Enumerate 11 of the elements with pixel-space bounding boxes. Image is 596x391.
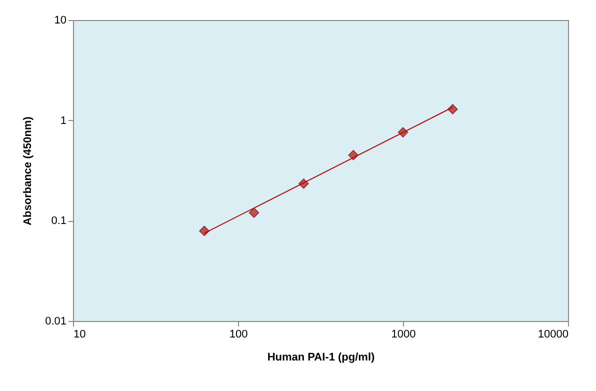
x-tick-label: 100	[229, 328, 248, 340]
x-axis-title: Human PAI-1 (pg/ml)	[267, 352, 376, 364]
x-tick-label: 1000	[391, 328, 416, 340]
y-axis-title: Absorbance (450nm)	[22, 116, 34, 226]
point	[248, 208, 260, 218]
y-tick-label: 10	[54, 14, 66, 26]
y-tick-label: 0.1	[51, 215, 66, 228]
y-tick-label: 1	[60, 114, 66, 127]
y-tick-label: 0.01	[45, 316, 66, 328]
x-tick-label: 10	[74, 328, 86, 340]
x-tick-label: 10000	[538, 328, 568, 340]
